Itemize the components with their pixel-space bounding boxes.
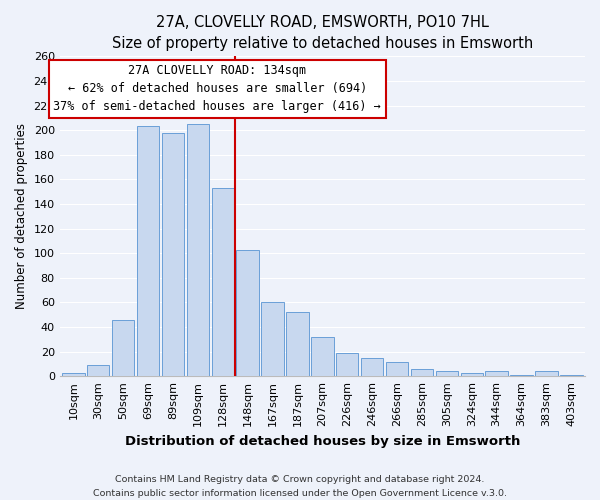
Bar: [386, 362, 408, 376]
Bar: [162, 132, 184, 376]
Bar: [311, 337, 334, 376]
Bar: [560, 375, 583, 376]
Title: 27A, CLOVELLY ROAD, EMSWORTH, PO10 7HL
Size of property relative to detached hou: 27A, CLOVELLY ROAD, EMSWORTH, PO10 7HL S…: [112, 15, 533, 51]
Y-axis label: Number of detached properties: Number of detached properties: [15, 124, 28, 310]
Bar: [62, 372, 85, 376]
Bar: [87, 365, 109, 376]
Bar: [262, 302, 284, 376]
Bar: [411, 369, 433, 376]
Bar: [286, 312, 308, 376]
Bar: [436, 372, 458, 376]
Text: 27A CLOVELLY ROAD: 134sqm
← 62% of detached houses are smaller (694)
37% of semi: 27A CLOVELLY ROAD: 134sqm ← 62% of detac…: [53, 64, 381, 114]
Bar: [336, 353, 358, 376]
Bar: [361, 358, 383, 376]
Bar: [236, 250, 259, 376]
Bar: [187, 124, 209, 376]
Text: Contains HM Land Registry data © Crown copyright and database right 2024.
Contai: Contains HM Land Registry data © Crown c…: [93, 476, 507, 498]
Bar: [112, 320, 134, 376]
Bar: [485, 372, 508, 376]
Bar: [535, 372, 557, 376]
Bar: [212, 188, 234, 376]
Bar: [137, 126, 159, 376]
X-axis label: Distribution of detached houses by size in Emsworth: Distribution of detached houses by size …: [125, 434, 520, 448]
Bar: [461, 372, 483, 376]
Bar: [511, 375, 533, 376]
